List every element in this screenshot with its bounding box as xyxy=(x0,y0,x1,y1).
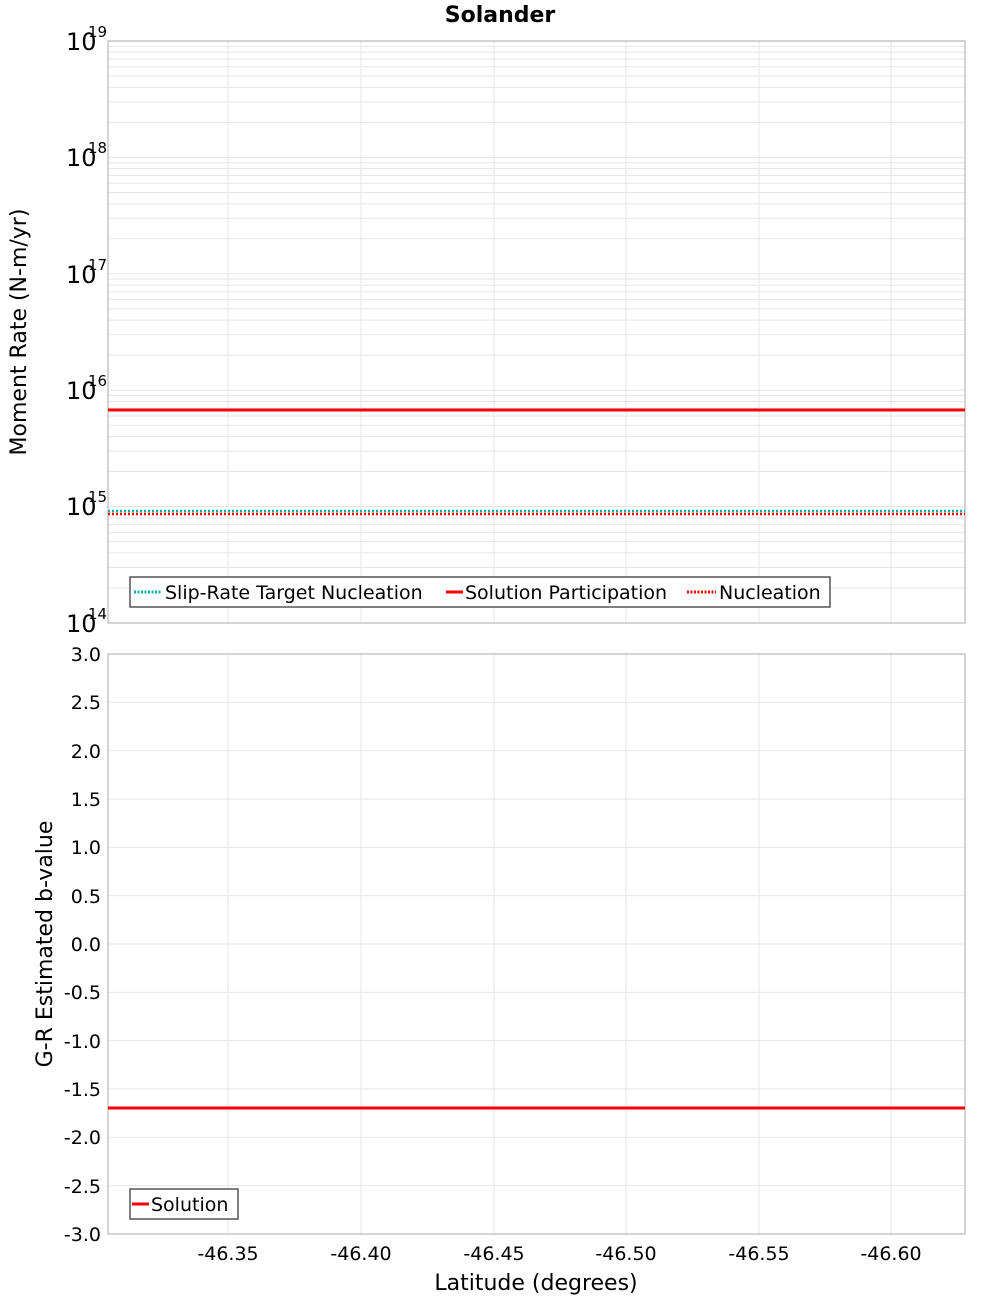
top-panel: 10 19 10 18 10 17 10 16 10 15 10 14 Mome… xyxy=(7,23,965,638)
svg-text:-3.0: -3.0 xyxy=(64,1224,101,1246)
svg-text:-46.40: -46.40 xyxy=(330,1243,391,1265)
svg-text:-2.0: -2.0 xyxy=(64,1127,101,1149)
svg-text:-1.5: -1.5 xyxy=(64,1079,101,1101)
legend-item-solution-participation: Solution Participation xyxy=(465,582,667,604)
top-legend: Slip-Rate Target Nucleation Solution Par… xyxy=(130,577,830,607)
svg-text:-46.60: -46.60 xyxy=(860,1243,921,1265)
bottom-legend: Solution xyxy=(130,1189,238,1219)
svg-text:14: 14 xyxy=(88,605,107,623)
x-ticks: -46.35 -46.40 -46.45 -46.50 -46.55 -46.6… xyxy=(197,1243,921,1265)
top-y-ticks: 10 19 10 18 10 17 10 16 10 15 10 14 xyxy=(66,23,107,638)
legend-item-nucleation: Nucleation xyxy=(719,582,821,604)
svg-text:19: 19 xyxy=(88,23,107,41)
svg-text:2.0: 2.0 xyxy=(71,741,101,763)
svg-text:16: 16 xyxy=(88,372,107,390)
svg-text:0.5: 0.5 xyxy=(71,886,101,908)
bottom-y-axis-label: G-R Estimated b-value xyxy=(33,821,58,1068)
svg-text:-46.45: -46.45 xyxy=(463,1243,524,1265)
legend-item-solution: Solution xyxy=(151,1194,228,1216)
svg-text:3.0: 3.0 xyxy=(71,644,101,666)
x-axis-label: Latitude (degrees) xyxy=(434,1271,637,1296)
bottom-panel: 3.0 2.5 2.0 1.5 1.0 0.5 0.0 -0.5 -1.0 -1… xyxy=(33,644,965,1296)
chart-title: Solander xyxy=(445,3,556,28)
legend-item-target-nucleation: Slip-Rate Target Nucleation xyxy=(165,582,423,604)
chart-figure: Solander 10 19 10 18 10 17 10 16 10 15 1… xyxy=(0,0,1000,1300)
svg-text:1.0: 1.0 xyxy=(71,837,101,859)
bottom-y-ticks: 3.0 2.5 2.0 1.5 1.0 0.5 0.0 -0.5 -1.0 -1… xyxy=(64,644,101,1246)
svg-text:-46.55: -46.55 xyxy=(728,1243,789,1265)
svg-text:-46.35: -46.35 xyxy=(197,1243,258,1265)
svg-text:17: 17 xyxy=(88,256,107,274)
svg-text:-2.5: -2.5 xyxy=(64,1176,101,1198)
svg-text:18: 18 xyxy=(88,139,107,157)
svg-text:-46.50: -46.50 xyxy=(595,1243,656,1265)
top-y-axis-label: Moment Rate (N-m/yr) xyxy=(7,209,32,456)
svg-text:2.5: 2.5 xyxy=(71,692,101,714)
svg-text:-1.0: -1.0 xyxy=(64,1031,101,1053)
svg-text:0.0: 0.0 xyxy=(71,934,101,956)
svg-text:-0.5: -0.5 xyxy=(64,982,101,1004)
svg-text:15: 15 xyxy=(88,488,107,506)
svg-text:1.5: 1.5 xyxy=(71,789,101,811)
